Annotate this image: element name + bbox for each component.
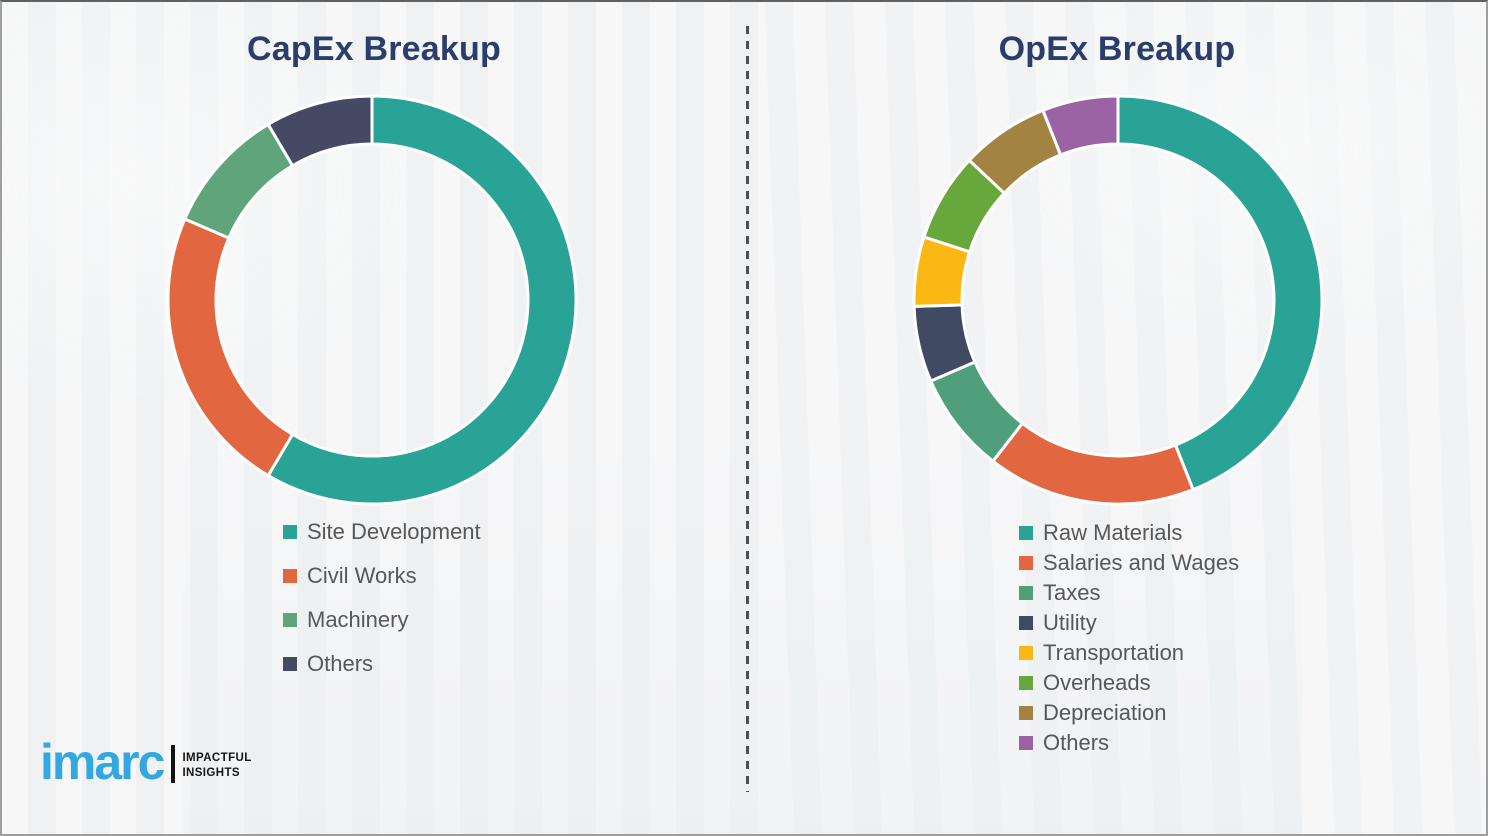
legend-item-civil-works: Civil Works — [283, 564, 481, 588]
legend-swatch-others — [283, 657, 297, 671]
capex-legend: Site Development Civil Works Machinery Othe… — [283, 520, 481, 676]
legend-swatch-raw-materials — [1019, 526, 1033, 540]
legend-label: Raw Materials — [1043, 520, 1183, 545]
opex-legend: Raw Materials Salaries and Wages Taxes Util… — [1019, 521, 1239, 755]
legend-swatch-salaries-and-wages — [1019, 556, 1033, 570]
legend-label: Taxes — [1043, 580, 1101, 605]
imarc-logo-tagline: IMPACTFUL INSIGHTS — [182, 751, 251, 781]
legend-item-machinery: Machinery — [283, 608, 481, 632]
legend-label: Utility — [1043, 610, 1097, 635]
legend-swatch-utility — [1019, 616, 1033, 630]
legend-swatch-others — [1019, 736, 1033, 750]
legend-swatch-site-development — [283, 525, 297, 539]
donut-segment-raw-materials — [1116, 94, 1324, 492]
imarc-logo-wordmark: imarc — [40, 734, 165, 790]
opex-chart-title: OpEx Breakup — [998, 30, 1236, 68]
donut-segment-others — [266, 94, 374, 168]
legend-label: Transportation — [1043, 640, 1185, 665]
imarc-logo: imarc IMPACTFUL INSIGHTS — [40, 734, 252, 790]
donut-segment-machinery — [183, 122, 295, 240]
legend-item-raw-materials: Raw Materials — [1019, 521, 1239, 545]
legend-swatch-machinery — [283, 613, 297, 627]
legend-label: Depreciation — [1043, 700, 1167, 725]
donut-segment-site-development — [266, 94, 578, 506]
donut-segment-salaries-and-wages — [991, 421, 1195, 506]
legend-item-others: Others — [283, 652, 481, 676]
legend-item-overheads: Overheads — [1019, 671, 1239, 695]
legend-item-transportation: Transportation — [1019, 641, 1239, 665]
legend-item-utility: Utility — [1019, 611, 1239, 635]
legend-swatch-overheads — [1019, 676, 1033, 690]
panel-divider-dashed-line — [746, 26, 749, 792]
legend-item-depreciation: Depreciation — [1019, 701, 1239, 725]
legend-swatch-taxes — [1019, 586, 1033, 600]
legend-item-salaries-and-wages: Salaries and Wages — [1019, 551, 1239, 575]
legend-swatch-depreciation — [1019, 706, 1033, 720]
legend-swatch-civil-works — [283, 569, 297, 583]
imarc-logo-divider-bar — [171, 745, 176, 783]
imarc-tagline-line1: IMPACTFUL — [182, 752, 252, 765]
legend-label: Overheads — [1043, 670, 1151, 695]
donut-segment-civil-works — [166, 217, 295, 478]
legend-item-taxes: Taxes — [1019, 581, 1239, 605]
opex-donut-chart — [912, 94, 1324, 506]
capex-chart-title: CapEx Breakup — [247, 30, 501, 68]
legend-label: Others — [1043, 730, 1110, 755]
legend-item-site-development: Site Development — [283, 520, 481, 544]
legend-label: Civil Works — [307, 563, 417, 588]
capex-donut-chart — [166, 94, 578, 506]
donut-segment-others — [1041, 94, 1120, 157]
legend-label: Salaries and Wages — [1043, 550, 1240, 575]
legend-label: Others — [307, 651, 374, 676]
legend-label: Site Development — [307, 519, 481, 544]
legend-item-others: Others — [1019, 731, 1239, 755]
imarc-tagline-line2: INSIGHTS — [182, 767, 240, 780]
legend-label: Machinery — [307, 607, 409, 632]
legend-swatch-transportation — [1019, 646, 1033, 660]
